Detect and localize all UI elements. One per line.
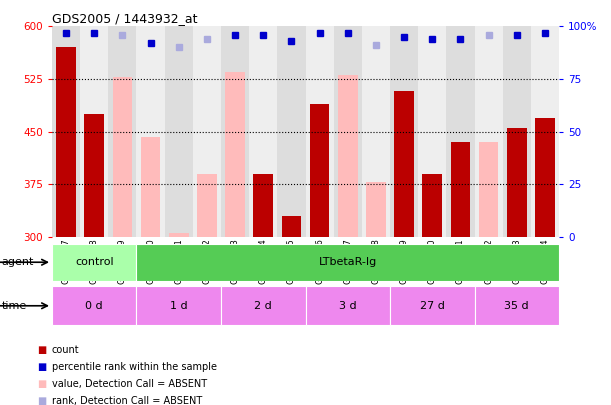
Text: GDS2005 / 1443932_at: GDS2005 / 1443932_at — [52, 12, 197, 25]
Bar — [306, 286, 390, 325]
Text: 3 d: 3 d — [339, 301, 357, 311]
Bar — [418, 26, 447, 237]
Text: count: count — [52, 345, 79, 355]
Bar — [475, 286, 559, 325]
Bar — [310, 104, 329, 237]
Bar — [112, 77, 132, 237]
Bar — [535, 117, 555, 237]
Bar — [334, 26, 362, 237]
Text: 0 d: 0 d — [86, 301, 103, 311]
Bar — [282, 216, 301, 237]
Bar — [366, 182, 386, 237]
Bar — [193, 26, 221, 237]
Bar — [306, 26, 334, 237]
Bar — [84, 114, 104, 237]
Bar — [197, 174, 217, 237]
Text: LTbetaR-Ig: LTbetaR-Ig — [318, 257, 377, 267]
Bar — [164, 26, 193, 237]
Bar — [479, 142, 499, 237]
Bar — [390, 286, 475, 325]
Bar — [447, 26, 475, 237]
Bar — [141, 137, 161, 237]
Bar — [136, 26, 164, 237]
Bar — [338, 75, 357, 237]
Bar — [225, 72, 245, 237]
Bar — [390, 26, 418, 237]
Bar — [475, 26, 503, 237]
Bar — [80, 26, 108, 237]
Bar — [52, 26, 80, 237]
Bar — [450, 142, 470, 237]
Text: ■: ■ — [37, 379, 46, 389]
Bar — [254, 174, 273, 237]
Bar — [221, 26, 249, 237]
Text: 1 d: 1 d — [170, 301, 188, 311]
Text: control: control — [75, 257, 114, 267]
Bar — [56, 47, 76, 237]
Bar — [249, 26, 277, 237]
Text: ■: ■ — [37, 345, 46, 355]
Bar — [531, 26, 559, 237]
Bar — [108, 26, 136, 237]
Text: 35 d: 35 d — [505, 301, 529, 311]
Bar — [136, 244, 559, 281]
Bar — [507, 128, 527, 237]
Bar — [503, 26, 531, 237]
Bar — [169, 233, 189, 237]
Text: percentile rank within the sample: percentile rank within the sample — [52, 362, 217, 372]
Bar — [362, 26, 390, 237]
Bar — [277, 26, 306, 237]
Bar — [52, 286, 136, 325]
Text: ■: ■ — [37, 362, 46, 372]
Bar — [52, 244, 136, 281]
Text: agent: agent — [2, 257, 34, 267]
Text: 27 d: 27 d — [420, 301, 445, 311]
Bar — [394, 91, 414, 237]
Text: rank, Detection Call = ABSENT: rank, Detection Call = ABSENT — [52, 396, 202, 405]
Text: 2 d: 2 d — [254, 301, 272, 311]
Bar — [221, 286, 306, 325]
Text: time: time — [2, 301, 27, 311]
Text: value, Detection Call = ABSENT: value, Detection Call = ABSENT — [52, 379, 207, 389]
Text: ■: ■ — [37, 396, 46, 405]
Bar — [422, 174, 442, 237]
Bar — [136, 286, 221, 325]
